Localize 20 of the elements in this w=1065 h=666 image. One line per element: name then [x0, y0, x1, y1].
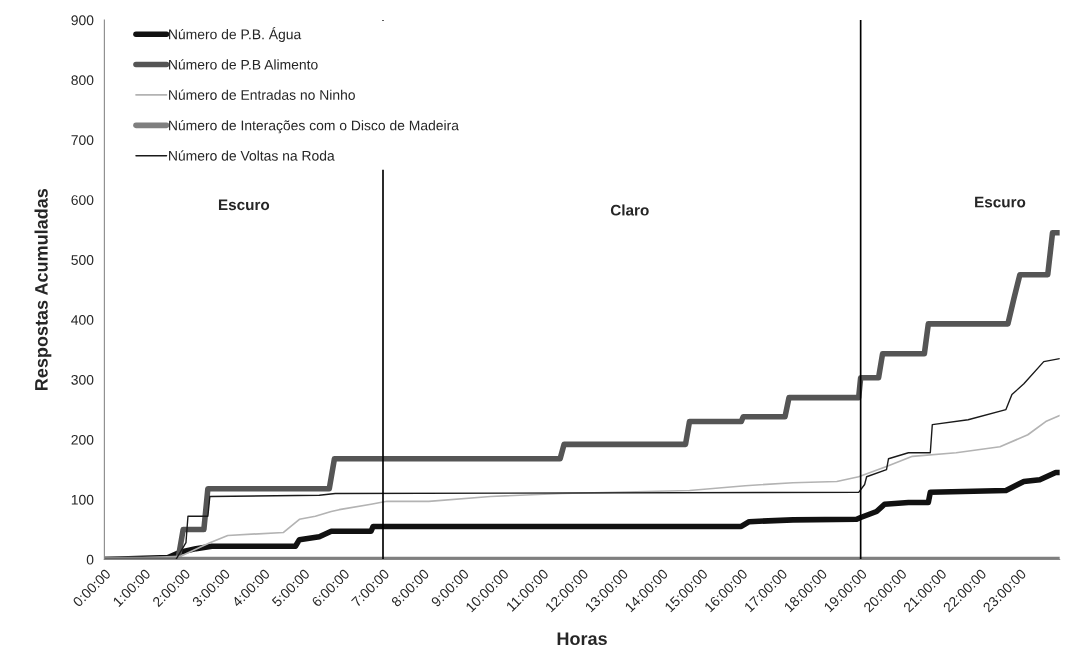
y-tick-label: 0	[86, 554, 94, 565]
y-tick-label: 300	[71, 374, 94, 385]
y-tick-label: 500	[71, 255, 94, 265]
y-tick-label: 800	[71, 75, 94, 86]
annotation: Claro	[610, 204, 649, 216]
legend-label: Número de Entradas no Ninho	[169, 89, 355, 100]
annotation: Escuro	[218, 199, 270, 211]
legend-label: Número de P.B. Água	[169, 27, 302, 43]
y-tick-label: 700	[71, 135, 94, 146]
y-axis-title: Respostas Acumuladas	[34, 188, 52, 391]
y-tick-label: 600	[71, 195, 94, 205]
y-tick-label: 200	[71, 434, 94, 445]
y-tick-label: 900	[71, 15, 94, 26]
y-tick-label: 400	[71, 315, 94, 325]
y-tick-label: 100	[71, 494, 94, 505]
legend-label: Número de Voltas na Roda	[169, 150, 335, 161]
legend-label: Número de P.B Alimento	[169, 59, 318, 70]
x-axis-title: Horas	[557, 632, 607, 646]
legend-label: Número de Interações com o Disco de Madeira	[169, 119, 459, 134]
annotation: Escuro	[975, 196, 1026, 208]
